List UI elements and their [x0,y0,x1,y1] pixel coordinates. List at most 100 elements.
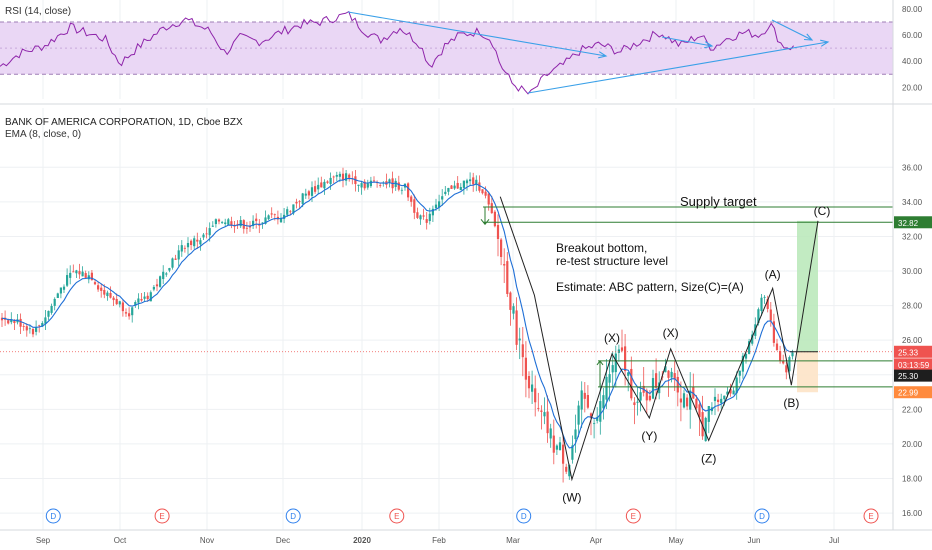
candle[interactable] [239,215,242,229]
candle[interactable] [236,220,239,229]
candle[interactable] [326,180,329,184]
candle[interactable] [394,178,397,191]
candle[interactable] [645,388,648,414]
candle[interactable] [558,436,562,451]
candle[interactable] [360,180,363,195]
candle[interactable] [729,383,732,397]
candle[interactable] [270,207,273,219]
candle[interactable] [459,183,462,191]
candle[interactable] [314,180,317,194]
candle[interactable] [738,370,741,384]
candle[interactable] [335,171,338,182]
candle[interactable] [128,307,131,320]
candle[interactable] [292,204,295,216]
candle[interactable] [682,389,686,409]
candle[interactable] [447,187,450,196]
candle[interactable] [431,205,434,223]
candle[interactable] [143,292,146,302]
candle[interactable] [673,360,676,392]
candle[interactable] [174,254,177,261]
candle[interactable] [35,320,38,336]
candle[interactable] [425,212,428,230]
event-marker-dividend[interactable]: D [516,508,532,524]
candle[interactable] [527,371,531,399]
candle[interactable] [580,381,583,428]
candle[interactable] [97,282,100,292]
candle[interactable] [0,312,4,328]
candle[interactable] [472,172,475,192]
candle[interactable] [341,167,345,188]
candle[interactable] [506,252,509,297]
candle[interactable] [47,310,50,321]
candle[interactable] [760,294,763,317]
candle[interactable] [540,405,543,430]
candle[interactable] [450,184,453,189]
candle[interactable] [555,444,558,455]
candle[interactable] [53,297,56,311]
candle[interactable] [90,270,93,281]
event-marker-earnings[interactable]: E [863,508,879,524]
candle[interactable] [524,341,527,398]
candle[interactable] [720,393,723,409]
candle[interactable] [605,358,608,410]
candle[interactable] [735,371,738,400]
candle[interactable] [732,387,735,395]
candle[interactable] [320,176,323,188]
candle[interactable] [134,300,137,308]
candle[interactable] [748,338,751,355]
candle[interactable] [137,293,140,310]
candle[interactable] [782,354,785,365]
candle[interactable] [106,290,109,301]
candle[interactable] [593,419,596,439]
candle[interactable] [704,416,707,442]
candle[interactable] [577,400,580,438]
candle[interactable] [686,394,689,411]
candle[interactable] [72,264,75,273]
candle[interactable] [230,216,233,229]
candle[interactable] [100,283,103,298]
candle[interactable] [44,309,47,331]
candle[interactable] [441,189,444,206]
candle[interactable] [565,463,568,475]
candle[interactable] [211,221,214,228]
candle[interactable] [407,182,410,202]
candle[interactable] [366,179,369,190]
candle[interactable] [617,344,620,362]
candle[interactable] [475,175,478,192]
candle[interactable] [552,419,555,465]
candle[interactable] [289,209,292,216]
candle[interactable] [481,189,484,195]
candle[interactable] [397,175,400,192]
candle[interactable] [307,189,310,200]
candle[interactable] [503,248,506,284]
candle[interactable] [679,381,682,422]
candle[interactable] [608,359,611,402]
candle[interactable] [171,257,174,270]
candle[interactable] [769,302,772,327]
candle[interactable] [214,218,217,228]
candle[interactable] [205,227,208,239]
candle[interactable] [283,208,286,224]
candle[interactable] [701,395,704,440]
candle[interactable] [453,180,456,190]
candle[interactable] [10,312,13,325]
candle[interactable] [183,245,186,253]
candle[interactable] [121,299,124,317]
candle[interactable] [165,271,168,277]
candle[interactable] [276,210,279,225]
candle[interactable] [785,362,788,380]
candles[interactable] [0,167,794,483]
candle[interactable] [168,267,171,273]
candle[interactable] [38,324,41,333]
candle[interactable] [273,213,276,221]
candle[interactable] [596,407,599,424]
candle[interactable] [518,327,521,360]
candle[interactable] [444,185,447,196]
candle[interactable] [416,207,419,219]
candle[interactable] [124,308,128,317]
candle[interactable] [252,215,255,230]
candle[interactable] [379,183,382,188]
candle[interactable] [515,297,518,351]
candle[interactable] [22,323,25,331]
